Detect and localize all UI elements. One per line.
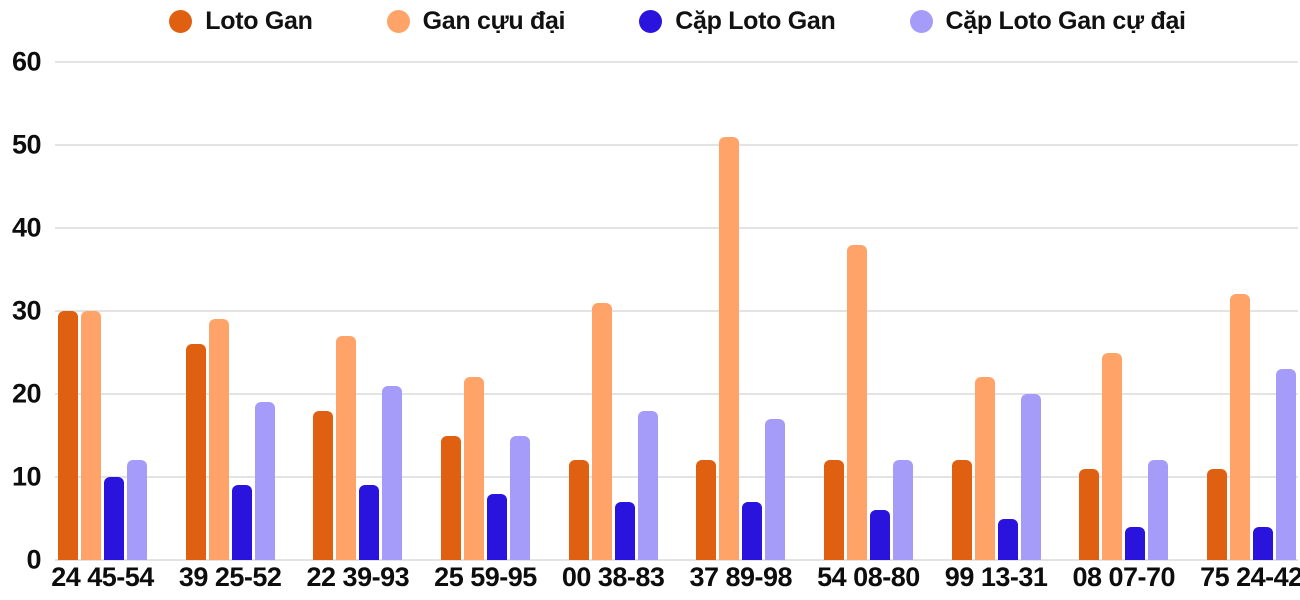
bar-cap-loto-gan — [1125, 526, 1146, 560]
bar-gan-cuu-dai — [81, 311, 101, 560]
x-category-label: 99 13-31 — [944, 562, 1048, 592]
gridline-50 — [55, 144, 1298, 146]
bar-gan-cuu-dai — [336, 335, 357, 560]
bar-cap-loto-gan — [997, 518, 1018, 560]
legend-label: Gan cựu đại — [422, 6, 566, 35]
bar-loto-gan — [440, 435, 461, 560]
y-tick-label-30: 30 — [11, 295, 42, 326]
bar-loto-gan — [313, 410, 334, 560]
legend-color-dot-gan-cuu-dai — [386, 9, 410, 33]
legend-color-dot-cap-loto-gan — [639, 9, 663, 33]
bar-group-5: 37 89-98 — [689, 62, 793, 591]
bar-cap-loto-gan-cu-dai — [1020, 394, 1041, 560]
bar-cap-loto-gan — [359, 485, 380, 560]
bar-cap-loto-gan-cu-dai — [127, 460, 147, 560]
bar-cap-loto-gan-cu-dai — [509, 435, 530, 560]
x-category-label: 25 59-95 — [434, 562, 537, 592]
bar-loto-gan — [185, 344, 206, 560]
bar-cap-loto-gan — [104, 477, 124, 560]
gridline-40 — [55, 227, 1298, 229]
y-tick-label-50: 50 — [11, 129, 42, 160]
bar-cap-loto-gan — [1252, 526, 1273, 560]
y-tick-label-60: 60 — [11, 46, 42, 77]
x-category-label: 54 08-80 — [817, 562, 920, 592]
x-category-label: 22 39-93 — [306, 562, 410, 592]
x-category-label: 00 38-83 — [561, 562, 665, 592]
y-tick-label-20: 20 — [11, 378, 42, 409]
gridline-30 — [55, 310, 1298, 312]
bar-cap-loto-gan-cu-dai — [892, 460, 913, 560]
bar-loto-gan — [696, 460, 717, 560]
bar-cap-loto-gan — [742, 501, 763, 560]
legend-color-dot-cap-loto-gan-cu-dai — [909, 9, 933, 33]
gridline-0 — [55, 559, 1298, 561]
y-axis: 0 10 20 30 40 50 60 — [0, 48, 47, 573]
gridline-10 — [55, 476, 1298, 478]
chart-legend: Loto Gan Gan cựu đại Cặp Loto Gan Cặp Lo… — [55, 4, 1300, 38]
bar-cap-loto-gan-cu-dai — [637, 410, 658, 560]
plot: 24 45-54 39 25-52 22 39-93 25 59-95 00 38-83… — [51, 61, 1300, 591]
bar-gan-cuu-dai — [1229, 294, 1250, 560]
bar-cap-loto-gan — [231, 485, 252, 560]
legend-label: Cặp Loto Gan cự đại — [945, 6, 1187, 35]
bar-gan-cuu-dai — [463, 377, 484, 560]
bar-groups: 24 45-54 39 25-52 22 39-93 25 59-95 00 38-83… — [51, 62, 1300, 591]
legend-item-gan-cuu-dai[interactable]: Gan cựu đại — [386, 6, 566, 36]
bar-cap-loto-gan-cu-dai — [1275, 369, 1296, 560]
legend-item-cap-loto-gan-cu-dai[interactable]: Cặp Loto Gan cự đại — [909, 6, 1187, 36]
gridline-60 — [55, 61, 1298, 63]
legend-item-loto-gan[interactable]: Loto Gan — [169, 6, 313, 36]
x-category-label: 39 25-52 — [178, 562, 282, 592]
bar-group-1: 39 25-52 — [179, 62, 282, 591]
legend-label: Loto Gan — [205, 6, 313, 35]
bar-gan-cuu-dai — [591, 302, 612, 560]
bar-cap-loto-gan — [486, 493, 507, 560]
y-tick-label-10: 10 — [11, 461, 42, 492]
x-category-label: 75 24-42 — [1200, 562, 1300, 592]
bar-group-0: 24 45-54 — [51, 62, 154, 591]
bar-gan-cuu-dai — [846, 244, 867, 560]
bar-loto-gan — [951, 460, 972, 560]
bar-loto-gan — [823, 460, 844, 560]
x-category-label: 08 07-70 — [1072, 562, 1176, 592]
legend-item-cap-loto-gan[interactable]: Cặp Loto Gan — [639, 6, 836, 36]
bar-loto-gan — [1079, 468, 1100, 560]
x-category-label: 37 89-98 — [689, 562, 793, 592]
bar-cap-loto-gan-cu-dai — [382, 385, 403, 560]
bar-loto-gan — [568, 460, 589, 560]
bar-group-7: 99 13-31 — [945, 62, 1048, 591]
bar-loto-gan — [58, 311, 78, 560]
bar-group-4: 00 38-83 — [562, 62, 665, 591]
bar-gan-cuu-dai — [1102, 352, 1123, 560]
x-category-label: 24 45-54 — [51, 562, 154, 592]
bar-cap-loto-gan-cu-dai — [254, 402, 275, 560]
bar-gan-cuu-dai — [208, 319, 229, 560]
bar-cap-loto-gan — [614, 501, 635, 560]
bar-group-9: 75 24-42 — [1200, 62, 1300, 591]
bar-gan-cuu-dai — [719, 136, 740, 560]
bar-group-2: 22 39-93 — [307, 62, 410, 591]
y-tick-label-0: 0 — [26, 544, 41, 575]
bar-gan-cuu-dai — [974, 377, 995, 560]
bar-group-8: 08 07-70 — [1072, 62, 1176, 591]
bar-cap-loto-gan-cu-dai — [1148, 460, 1169, 560]
bar-loto-gan — [1206, 468, 1227, 560]
legend-label: Cặp Loto Gan — [675, 6, 836, 35]
y-tick-label-40: 40 — [11, 212, 42, 243]
bar-group-3: 25 59-95 — [434, 62, 537, 591]
bar-group-6: 54 08-80 — [817, 62, 920, 591]
bar-cap-loto-gan-cu-dai — [765, 418, 786, 560]
gridline-20 — [55, 393, 1298, 395]
bar-cap-loto-gan — [869, 510, 890, 560]
legend-color-dot-loto-gan — [169, 9, 193, 33]
